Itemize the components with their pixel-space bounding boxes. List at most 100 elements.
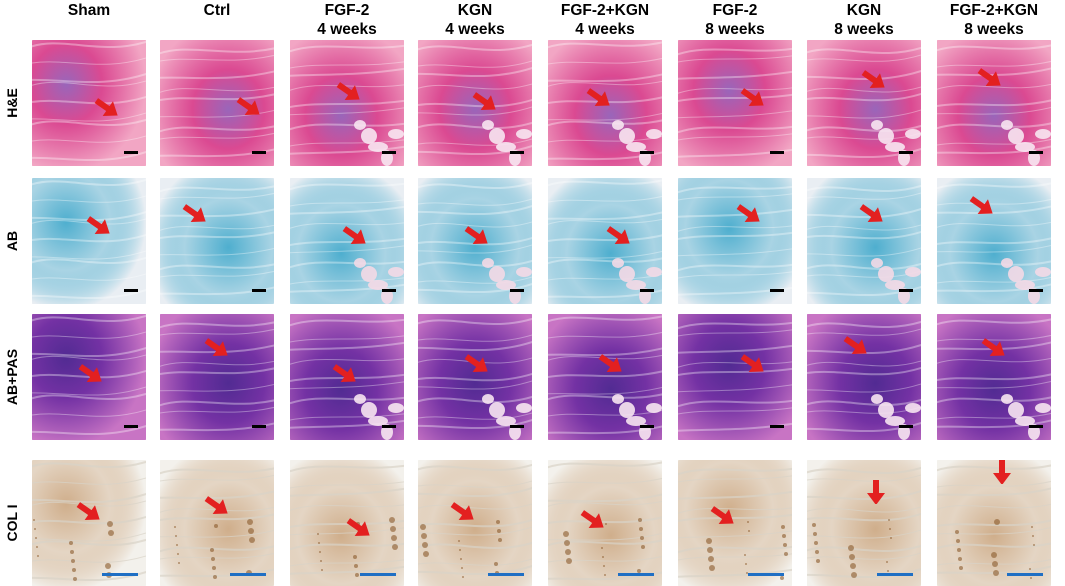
panel-col-0 xyxy=(32,460,146,586)
red-arrow-icon xyxy=(336,82,360,100)
panel-ab-3 xyxy=(418,178,532,304)
scale-bar xyxy=(770,289,784,292)
red-arrow-icon xyxy=(981,338,1005,356)
row-label-0: H&E xyxy=(0,40,24,166)
scale-bar xyxy=(748,573,784,576)
red-arrow-icon xyxy=(94,98,118,116)
scale-bar xyxy=(230,573,266,576)
row-label-2: AB+PAS xyxy=(0,314,24,440)
scale-bar xyxy=(770,151,784,154)
red-arrow-icon xyxy=(867,480,885,504)
column-header-line2: 8 weeks xyxy=(964,21,1024,38)
scale-bar xyxy=(360,573,396,576)
red-arrow-icon xyxy=(464,226,488,244)
stain-texture xyxy=(32,314,146,440)
column-header-1: Ctrl xyxy=(156,1,278,20)
stain-texture xyxy=(807,178,921,304)
red-arrow-icon xyxy=(464,354,488,372)
panel-col-7 xyxy=(937,460,1051,586)
column-header-line2: 4 weeks xyxy=(445,21,505,38)
stain-texture xyxy=(807,314,921,440)
scale-bar xyxy=(382,151,396,154)
stain-texture xyxy=(678,460,792,586)
panel-abpas-7 xyxy=(937,314,1051,440)
stain-texture xyxy=(937,178,1051,304)
panel-abpas-6 xyxy=(807,314,921,440)
column-header-line2: 8 weeks xyxy=(705,21,765,38)
red-arrow-icon xyxy=(969,196,993,214)
panel-abpas-0 xyxy=(32,314,146,440)
panel-abpas-3 xyxy=(418,314,532,440)
column-header-line1: KGN xyxy=(846,2,882,19)
scale-bar xyxy=(618,573,654,576)
scale-bar xyxy=(488,573,524,576)
panel-he-0 xyxy=(32,40,146,166)
scale-bar xyxy=(124,425,138,428)
panel-ab-0 xyxy=(32,178,146,304)
stain-texture xyxy=(937,314,1051,440)
column-header-line1: FGF-2 xyxy=(324,2,370,19)
scale-bar xyxy=(252,151,266,154)
panel-ab-5 xyxy=(678,178,792,304)
column-header-line1: Sham xyxy=(67,2,111,19)
column-header-line2: 8 weeks xyxy=(834,21,894,38)
panel-he-5 xyxy=(678,40,792,166)
stain-texture xyxy=(160,178,274,304)
stain-texture xyxy=(418,40,532,166)
stain-texture xyxy=(418,460,532,586)
stain-texture xyxy=(807,460,921,586)
scale-bar xyxy=(510,151,524,154)
stain-texture xyxy=(160,314,274,440)
stain-texture xyxy=(678,40,792,166)
column-header-line1: Ctrl xyxy=(203,2,231,19)
red-arrow-icon xyxy=(86,216,110,234)
stain-texture xyxy=(418,314,532,440)
red-arrow-icon xyxy=(332,364,356,382)
column-header-line2: 4 weeks xyxy=(317,21,377,38)
scale-bar xyxy=(899,289,913,292)
column-header-line1: FGF-2 xyxy=(712,2,758,19)
red-arrow-icon xyxy=(182,204,206,222)
panel-ab-4 xyxy=(548,178,662,304)
column-header-5: FGF-2 8 weeks xyxy=(674,1,796,39)
stain-texture xyxy=(807,40,921,166)
row-label-text: H&E xyxy=(4,88,20,118)
scale-bar xyxy=(899,425,913,428)
panel-col-4 xyxy=(548,460,662,586)
panel-he-4 xyxy=(548,40,662,166)
stain-texture xyxy=(32,178,146,304)
scale-bar xyxy=(1029,289,1043,292)
panel-abpas-2 xyxy=(290,314,404,440)
panel-he-1 xyxy=(160,40,274,166)
row-label-text: AB+PAS xyxy=(4,348,20,406)
red-arrow-icon xyxy=(740,88,764,106)
row-label-1: AB xyxy=(0,178,24,304)
scale-bar xyxy=(124,151,138,154)
scale-bar xyxy=(770,425,784,428)
panel-col-6 xyxy=(807,460,921,586)
stain-texture xyxy=(290,178,404,304)
red-arrow-icon xyxy=(204,338,228,356)
red-arrow-icon xyxy=(710,506,734,524)
scale-bar xyxy=(1029,151,1043,154)
red-arrow-icon xyxy=(450,502,474,520)
panel-ab-1 xyxy=(160,178,274,304)
stain-texture xyxy=(937,40,1051,166)
row-label-text: AB xyxy=(4,230,20,252)
column-header-line2: 4 weeks xyxy=(575,21,635,38)
scale-bar xyxy=(102,573,138,576)
red-arrow-icon xyxy=(236,97,260,115)
panel-ab-2 xyxy=(290,178,404,304)
scale-bar xyxy=(1007,573,1043,576)
scale-bar xyxy=(640,151,654,154)
row-label-text: COL I xyxy=(4,504,20,542)
red-arrow-icon xyxy=(204,496,228,514)
red-arrow-icon xyxy=(977,68,1001,86)
column-header-0: Sham xyxy=(28,1,150,20)
red-arrow-icon xyxy=(472,92,496,110)
red-arrow-icon xyxy=(346,518,370,536)
panel-abpas-5 xyxy=(678,314,792,440)
red-arrow-icon xyxy=(736,204,760,222)
red-arrow-icon xyxy=(859,204,883,222)
scale-bar xyxy=(252,289,266,292)
